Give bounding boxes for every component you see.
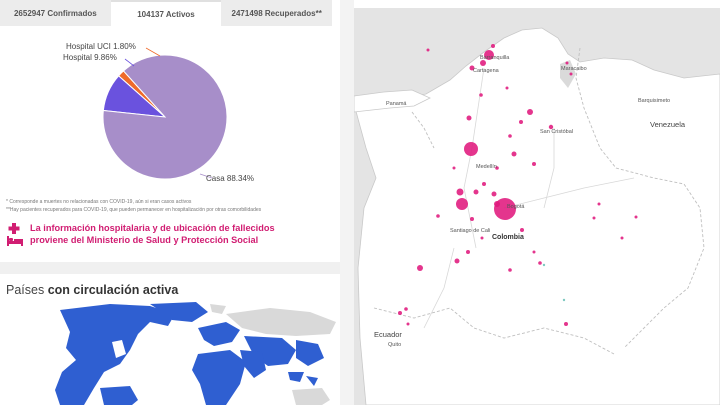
pie-label-uci: Hospital UCI 1.80%	[66, 42, 136, 51]
case-bubble[interactable]	[456, 198, 468, 210]
footnote-muertes: * Corresponde a muertes no relacionadas …	[6, 199, 192, 205]
case-bubble[interactable]	[491, 191, 497, 197]
case-bubble[interactable]	[480, 60, 486, 66]
countries-section-title: Países con circulación activa	[6, 283, 179, 297]
hospital-bed-icon	[6, 222, 24, 248]
case-bubble[interactable]	[404, 307, 408, 311]
section-divider	[0, 262, 340, 274]
case-bubble[interactable]	[456, 188, 464, 196]
info-line-2: proviene del Ministerio de Salud y Prote…	[30, 235, 259, 245]
case-bubble[interactable]	[532, 250, 536, 254]
city-label-santiago-de-cali: Santiago de Cali	[450, 228, 491, 234]
case-bubble[interactable]	[417, 265, 423, 271]
pie-label-casa: Casa 88.34%	[206, 174, 255, 183]
case-bubble[interactable]	[508, 134, 512, 138]
case-bubble[interactable]	[454, 258, 460, 264]
active-cases-pie-chart: Hospital UCI 1.80% Hospital 9.86% Casa 8…	[0, 26, 332, 194]
leader-line-casa	[199, 173, 213, 179]
case-bubble[interactable]	[484, 50, 494, 60]
city-label-maracaibo: Maracaibo	[561, 66, 587, 72]
case-bubble[interactable]	[569, 72, 573, 76]
case-bubble[interactable]	[620, 236, 624, 240]
case-bubble[interactable]	[634, 215, 638, 219]
city-label-panama: Panamá	[386, 101, 407, 107]
case-bubble[interactable]	[548, 124, 554, 130]
pie-label-hospital: Hospital 9.86%	[63, 53, 117, 62]
case-bubble[interactable]	[565, 61, 569, 65]
case-tabs: 2652947 Confirmados 104137 Activos 24714…	[0, 0, 332, 26]
city-label-barranquilla: Barranquilla	[480, 55, 510, 61]
case-bubble[interactable]	[592, 216, 596, 220]
case-bubble[interactable]	[469, 65, 475, 71]
case-bubble[interactable]	[538, 261, 542, 265]
case-bubble[interactable]	[482, 182, 486, 186]
country-label-colombia: Colombia	[492, 234, 524, 241]
case-bubble[interactable]	[406, 322, 410, 326]
case-bubble[interactable]	[398, 311, 402, 315]
case-bubble[interactable]	[466, 250, 470, 254]
case-bubble[interactable]	[491, 44, 495, 48]
hospital-info-text: La información hospitalaria y de ubicaci…	[30, 222, 275, 246]
case-bubble[interactable]	[564, 322, 568, 326]
case-bubble[interactable]	[494, 201, 500, 207]
case-bubble[interactable]	[480, 236, 484, 240]
footnote-recuperados: **Hay pacientes recuperados para COVID-1…	[6, 207, 262, 213]
hospital-info-notice: La información hospitalaria y de ubicaci…	[6, 222, 334, 250]
city-label-quito: Quito	[388, 342, 402, 348]
country-label-ecuador: Ecuador	[374, 330, 402, 339]
world-circulation-map[interactable]	[0, 300, 340, 405]
panel-divider	[340, 0, 354, 405]
tab-confirmados[interactable]: 2652947 Confirmados	[13, 8, 97, 18]
case-bubble[interactable]	[479, 93, 483, 97]
case-bubble[interactable]	[508, 268, 512, 272]
case-bubble[interactable]	[464, 142, 478, 156]
city-label-medellin: Medellín	[476, 164, 497, 170]
case-bubble[interactable]	[511, 151, 517, 157]
stats-panel: 2652947 Confirmados 104137 Activos 24714…	[0, 0, 340, 405]
city-label-bogota: Bogotá	[507, 204, 525, 210]
case-bubble[interactable]	[532, 162, 536, 166]
leader-line-uci	[145, 47, 161, 57]
info-line-1: La información hospitalaria y de ubicaci…	[30, 223, 275, 233]
tab-recuperados[interactable]: 2471498 Recuperados**	[231, 8, 322, 18]
city-label-cartagena: Cartagena	[473, 68, 499, 74]
city-label-san-cristobal: San Cristóbal	[540, 129, 574, 135]
city-label-barquisimeto: Barquisimeto	[638, 98, 671, 104]
case-bubble[interactable]	[470, 217, 474, 221]
tab-activos[interactable]: 104137 Activos	[110, 0, 222, 26]
case-bubble[interactable]	[436, 214, 440, 218]
colombia-cases-map[interactable]: Barranquilla Cartagena Maracaibo Panamá …	[354, 8, 720, 405]
case-bubble[interactable]	[466, 115, 472, 121]
case-bubble[interactable]	[505, 86, 509, 90]
country-label-venezuela: Venezuela	[650, 120, 686, 129]
case-bubble[interactable]	[473, 189, 479, 195]
case-bubble[interactable]	[597, 202, 601, 206]
leader-line-hospital	[124, 58, 135, 67]
pie-slice-0[interactable]	[102, 54, 228, 180]
case-bubble[interactable]	[452, 166, 456, 170]
case-bubble[interactable]	[426, 48, 430, 52]
case-bubble[interactable]	[519, 120, 523, 124]
case-bubble[interactable]	[527, 109, 533, 115]
case-bubble[interactable]	[495, 166, 499, 170]
case-bubble[interactable]	[520, 228, 524, 232]
